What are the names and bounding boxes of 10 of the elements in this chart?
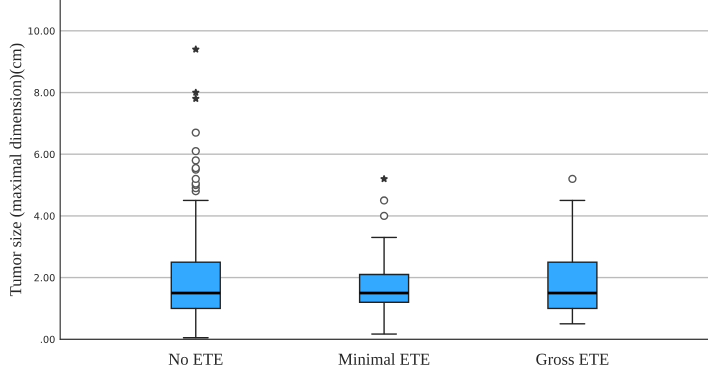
y-tick-label: 6.00: [34, 150, 55, 158]
y-tick-label: .00: [40, 336, 55, 344]
x-tick-label: No ETE: [168, 354, 222, 365]
y-axis-title: Tumor size (maximal dimension)(cm): [10, 44, 25, 296]
y-tick-label: 4.00: [34, 212, 55, 220]
y-tick-label: 2.00: [34, 274, 55, 282]
y-tick-label: 10.00: [28, 27, 55, 35]
x-tick-label: Minimal ETE: [338, 353, 430, 365]
x-tick-label: Gross ETE: [536, 354, 608, 365]
y-tick-label: 8.00: [34, 89, 55, 96]
